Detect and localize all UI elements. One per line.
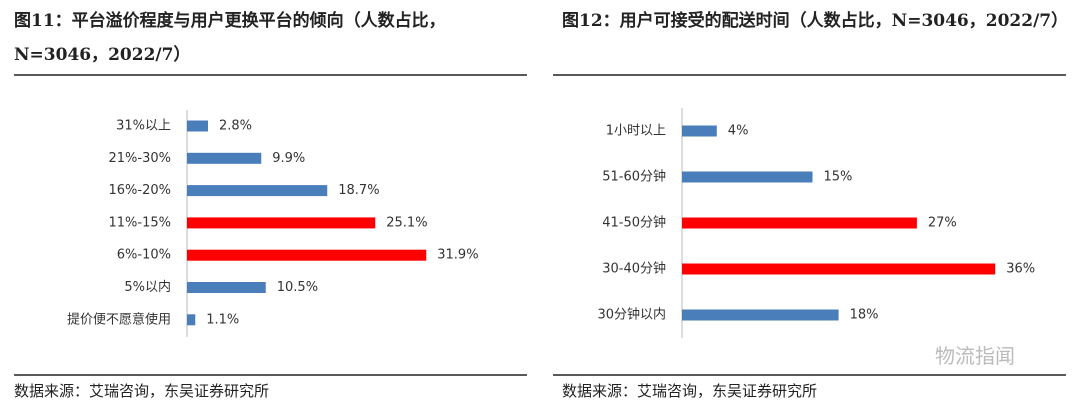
data-label: 2.8% (219, 119, 252, 134)
y-tick-label: 5%以内 (124, 279, 171, 295)
bar (187, 120, 208, 132)
bar (187, 217, 376, 229)
data-label: 18% (850, 308, 879, 323)
y-tick-label: 提价便不愿意使用 (67, 311, 171, 327)
y-tick-label: 30分钟以内 (597, 307, 666, 323)
y-tick-label: 41-50分钟 (602, 215, 666, 231)
source-note: 数据来源：艾瑞咨询，东吴证券研究所 (14, 382, 270, 400)
data-label: 15% (824, 170, 853, 185)
data-label: 25.1% (386, 215, 427, 230)
data-label: 9.9% (272, 151, 305, 166)
y-tick-label: 6%-10% (117, 248, 171, 263)
y-tick-label: 21%-30% (109, 151, 171, 166)
bar (187, 152, 262, 164)
y-tick-label: 31%以上 (116, 119, 171, 134)
chart-title: 图12：用户可接受的配送时间（人数占比，N=3046，2022/7） (562, 11, 1069, 31)
data-label: 1.1% (206, 312, 239, 327)
y-tick-label: 1小时以上 (606, 124, 666, 139)
y-tick-label: 16%-20% (109, 183, 171, 198)
source-note: 数据来源：艾瑞咨询，东吴证券研究所 (562, 382, 818, 400)
bar (682, 309, 839, 321)
bar (682, 171, 813, 183)
y-tick-label: 51-60分钟 (602, 169, 666, 185)
data-label: 27% (928, 216, 957, 231)
y-tick-label: 11%-15% (109, 215, 171, 230)
chart-title: 图11：平台溢价程度与用户更换平台的倾向（人数占比，N=3046，2022/7） (14, 11, 446, 65)
data-label: 31.9% (437, 248, 478, 263)
data-label: 4% (728, 124, 749, 139)
bar (682, 263, 996, 275)
bar (187, 282, 266, 293)
bar (187, 314, 196, 326)
y-tick-label: 30-40分钟 (602, 261, 666, 277)
data-label: 10.5% (277, 280, 318, 295)
bar (682, 125, 717, 137)
bar (187, 249, 427, 261)
bar (187, 185, 328, 197)
watermark: 物流指闻 (935, 344, 1015, 368)
bar (682, 217, 917, 229)
data-label: 36% (1006, 262, 1035, 277)
data-label: 18.7% (338, 183, 379, 198)
